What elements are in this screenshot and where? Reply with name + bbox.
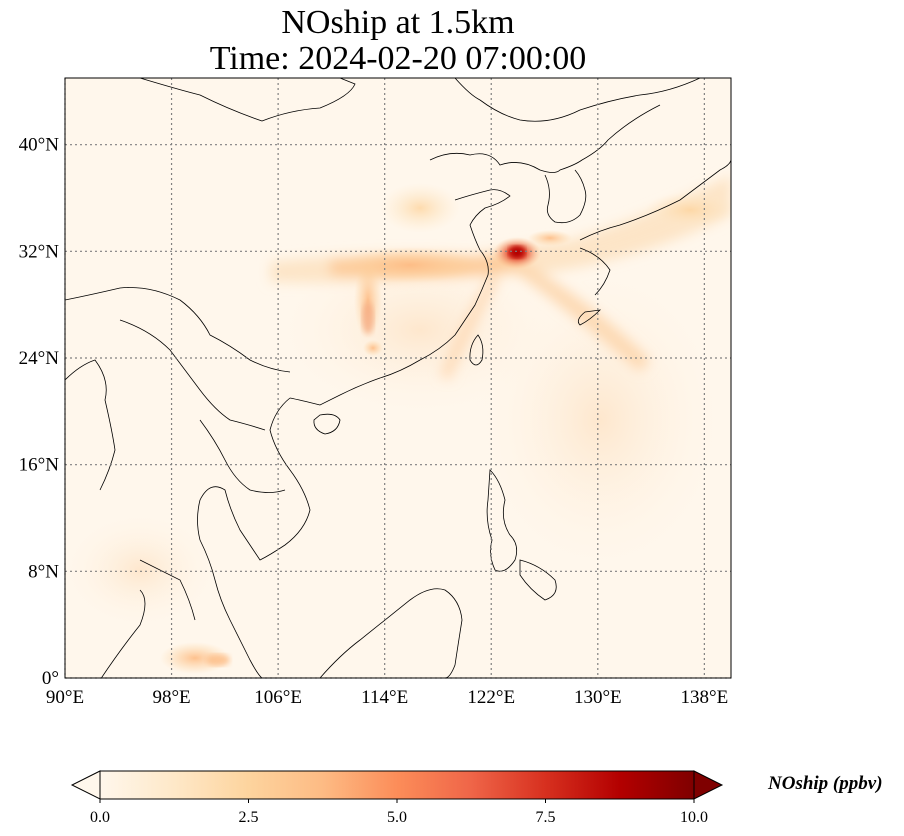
colorbar-tick-label: 5.0 (387, 809, 407, 826)
lon-tick-label: 114°E (361, 687, 408, 708)
map-frame (64, 77, 732, 679)
lat-tick-label: 40°N (19, 135, 60, 156)
lat-tick-label: 24°N (19, 348, 60, 369)
colorbar-tick-label: 7.5 (536, 809, 556, 826)
lon-tick-label: 106°E (254, 687, 302, 708)
lat-tick-label: 8°N (28, 561, 59, 582)
colorbar-extend-low (70, 770, 101, 800)
colorbar-tick-label: 0.0 (90, 809, 110, 826)
lat-tick-label: 16°N (19, 455, 60, 476)
lon-tick-label: 138°E (681, 687, 729, 708)
lat-tick-label: 32°N (19, 241, 60, 262)
colorbar-extend-high (693, 770, 724, 800)
lat-tick-labels: 0° 8°N 16°N 24°N 32°N 40°N (19, 135, 60, 689)
concentration-field (65, 175, 731, 674)
colorbar-ticks: 0.0 2.5 5.0 7.5 10.0 (90, 799, 708, 826)
colorbar-label: NOship (ppbv) (767, 773, 883, 794)
figure-title: NOship at 1.5km (281, 4, 515, 41)
colorbar-tick-label: 2.5 (239, 809, 259, 826)
lon-tick-label: 122°E (467, 687, 515, 708)
figure-time: Time: 2024-02-20 07:00:00 (209, 40, 587, 77)
lon-tick-label: 130°E (574, 687, 622, 708)
colorbar-tick-label: 10.0 (680, 809, 708, 826)
lon-tick-label: 98°E (152, 687, 190, 708)
lon-tick-labels: 90°E 98°E 106°E 114°E 122°E 130°E 138°E (46, 687, 728, 708)
coastlines (65, 78, 731, 678)
colorbar-body (99, 770, 695, 800)
colorbar: 0.0 2.5 5.0 7.5 10.0 NOship (ppbv) (70, 770, 883, 826)
lon-tick-label: 90°E (46, 687, 84, 708)
lat-tick-label: 0° (42, 668, 59, 689)
